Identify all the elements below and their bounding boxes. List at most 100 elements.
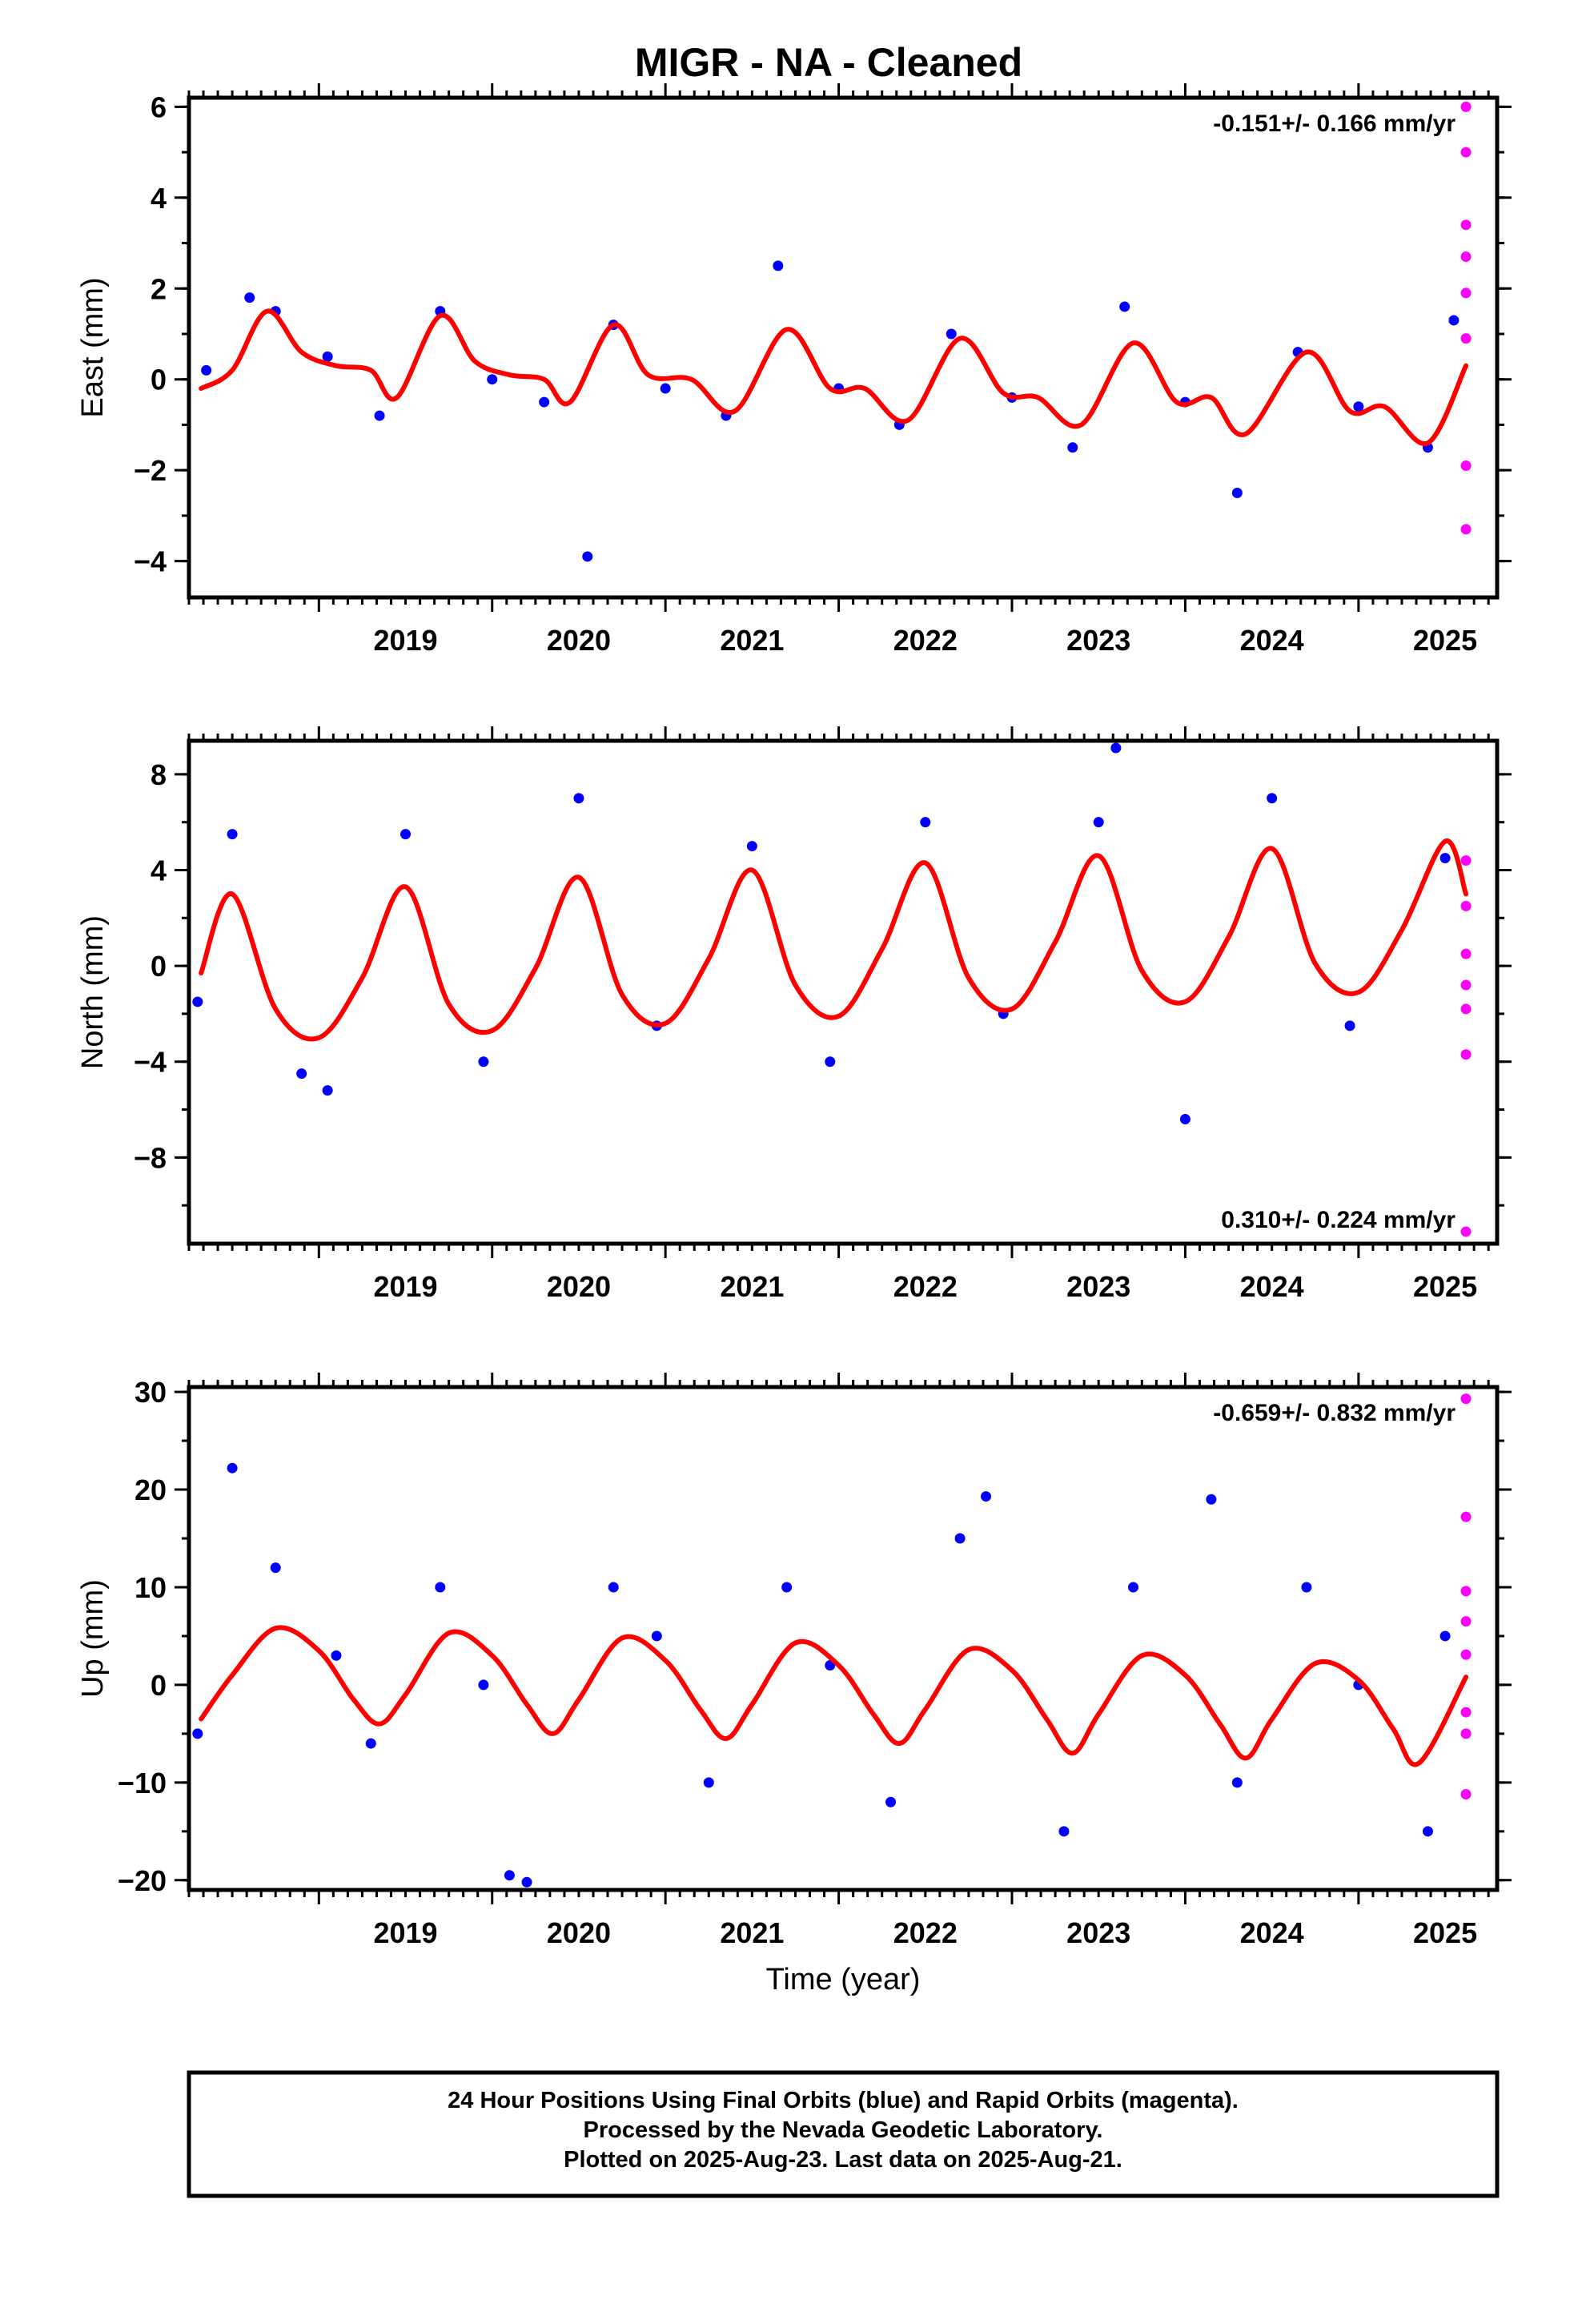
east-data-point [322, 351, 333, 362]
up-data-point [192, 1728, 203, 1739]
footer-line-3: Plotted on 2025-Aug-23. Last data on 202… [564, 2147, 1122, 2173]
east-x-tick-label: 2021 [720, 624, 784, 657]
east-data-point [201, 364, 212, 376]
east-data-point [582, 551, 593, 562]
up-data-point [1128, 1582, 1139, 1593]
north-x-tick-label: 2021 [720, 1270, 784, 1303]
north-data-point [192, 996, 203, 1007]
up-data-point [1058, 1826, 1070, 1837]
east-data-point [539, 396, 550, 408]
east-y-axis-label: East (mm) [76, 277, 110, 417]
footer-box [187, 2070, 1500, 2198]
east-data-point [1231, 488, 1243, 499]
up-data-point [1206, 1494, 1217, 1505]
up-data-point [954, 1533, 966, 1544]
north-y-tick-label: −4 [134, 1046, 167, 1079]
up-data-point [1460, 1616, 1472, 1627]
east-rate-annotation: -0.151+/- 0.166 mm/yr [1213, 111, 1456, 137]
east-x-tick-label: 2019 [373, 624, 437, 657]
up-panel: 2019 2020 2021 2022 2023 2024 2025 −20 −10 0 10 20 3… [76, 1373, 1512, 1949]
up-data-point [651, 1630, 662, 1642]
up-plot-frame [187, 1385, 1500, 1892]
north-x-tick-label: 2025 [1413, 1270, 1477, 1303]
up-rate-annotation: -0.659+/- 0.832 mm/yr [1213, 1400, 1456, 1426]
east-data-point [1119, 301, 1130, 312]
north-x-tick-label: 2023 [1066, 1270, 1130, 1303]
up-data-point [1460, 1649, 1472, 1660]
footer-line-2: Processed by the Nevada Geodetic Laborat… [584, 2117, 1103, 2143]
north-data-point [1460, 900, 1472, 911]
east-y-tick-label: 6 [151, 90, 167, 123]
up-data-point [270, 1562, 281, 1574]
east-data-point [1067, 442, 1078, 453]
up-data-point [1460, 1788, 1472, 1799]
up-x-tick-label: 2023 [1066, 1916, 1130, 1949]
north-data-point [1460, 1226, 1472, 1237]
up-data-point [1231, 1777, 1243, 1788]
east-y-tick-label: −4 [134, 545, 167, 578]
up-data-point [608, 1582, 619, 1593]
up-data-point [1422, 1826, 1433, 1837]
east-y-tick-label: 0 [151, 364, 167, 396]
up-plot-area [192, 1393, 1472, 1888]
east-model-curve [199, 308, 1469, 447]
up-x-tick-label: 2022 [893, 1916, 958, 1949]
east-plot-frame [187, 95, 1500, 600]
north-y-tick-label: 8 [151, 758, 167, 791]
up-data-point [478, 1679, 489, 1691]
north-model-curve [199, 838, 1469, 1042]
east-data-point [374, 410, 385, 421]
east-data-point [660, 383, 671, 394]
up-data-point [1460, 1393, 1472, 1405]
north-data-point [1439, 853, 1451, 864]
north-data-point [400, 829, 412, 840]
east-data-point [1460, 524, 1472, 535]
east-data-point [1460, 251, 1472, 263]
north-data-point [1344, 1020, 1355, 1031]
up-data-point [435, 1582, 446, 1593]
north-data-point [1460, 979, 1472, 991]
east-data-point [773, 260, 784, 271]
up-y-tick-label: −20 [118, 1864, 167, 1897]
north-y-tick-label: −8 [134, 1141, 167, 1174]
north-data-point [322, 1085, 333, 1096]
north-data-point [1460, 1049, 1472, 1060]
up-data-point [1460, 1586, 1472, 1597]
east-x-tick-label: 2022 [893, 624, 958, 657]
east-data-point [1460, 333, 1472, 344]
up-data-point [981, 1491, 992, 1502]
north-data-point [573, 793, 584, 804]
east-y-tick-label: 4 [151, 182, 167, 215]
up-y-tick-label: 0 [151, 1669, 167, 1702]
east-data-point [244, 292, 255, 304]
north-plot-area [192, 742, 1472, 1237]
up-y-tick-label: 20 [135, 1474, 167, 1506]
east-data-point [1460, 460, 1472, 471]
east-data-point [487, 374, 498, 385]
up-data-point [1460, 1707, 1472, 1718]
north-rate-annotation: 0.310+/- 0.224 mm/yr [1221, 1207, 1456, 1233]
up-data-point [331, 1650, 342, 1661]
north-data-point [825, 1056, 836, 1068]
up-y-tick-label: 10 [135, 1571, 167, 1604]
up-data-point [703, 1777, 714, 1788]
east-x-tick-label: 2020 [547, 624, 611, 657]
up-data-point [521, 1876, 532, 1888]
up-data-point [1460, 1728, 1472, 1739]
north-x-tick-label: 2022 [893, 1270, 958, 1303]
east-data-point [1460, 287, 1472, 299]
north-plot-frame [187, 738, 1500, 1246]
north-data-point [1093, 817, 1104, 828]
east-y-tick-label: −2 [134, 454, 167, 487]
east-data-point [1460, 219, 1472, 231]
footer-line-1: 24 Hour Positions Using Final Orbits (bl… [448, 2088, 1239, 2113]
up-x-tick-label: 2020 [547, 1916, 611, 1949]
north-panel: 2019 2020 2021 2022 2023 2024 2025 −8 −4 0 4 8 North… [76, 726, 1512, 1303]
east-data-point [1448, 315, 1460, 326]
north-y-tick-label: 0 [151, 950, 167, 983]
north-series-rapid-orbits [1460, 855, 1472, 1237]
east-x-tick-label: 2023 [1066, 624, 1130, 657]
up-data-point [781, 1582, 793, 1593]
east-data-point [1353, 401, 1364, 412]
